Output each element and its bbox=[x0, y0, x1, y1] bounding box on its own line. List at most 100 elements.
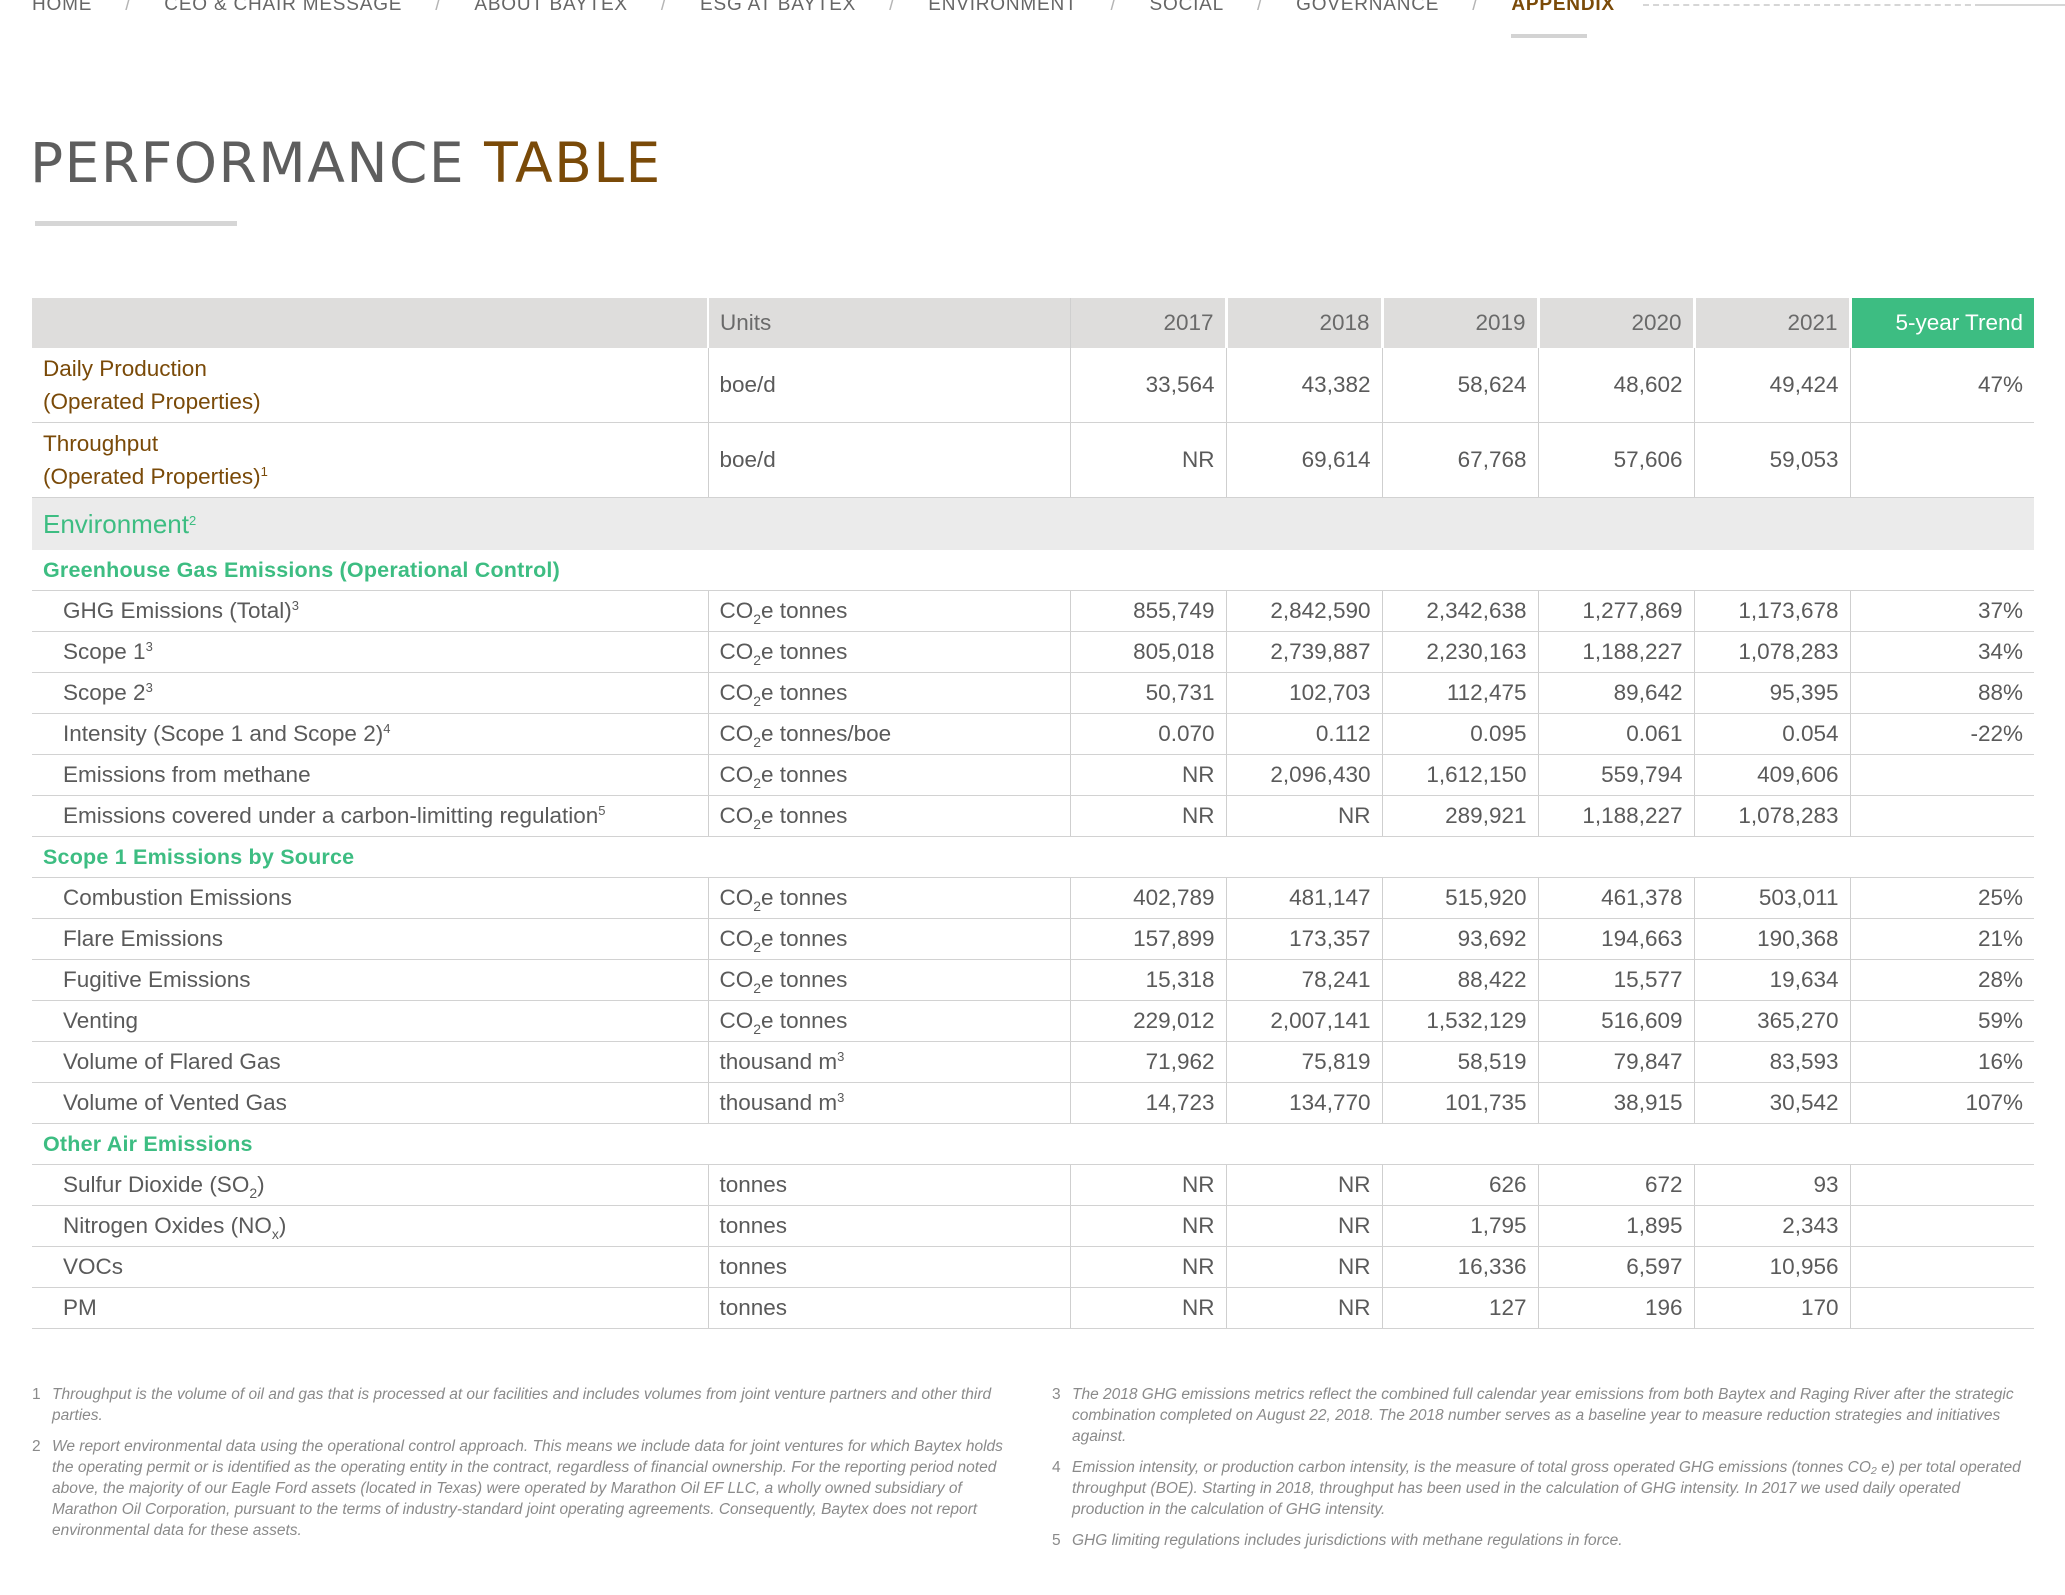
row-label: Flare Emissions bbox=[32, 918, 709, 960]
value-2020: 194,663 bbox=[1538, 918, 1695, 960]
value-2021: 93 bbox=[1694, 1164, 1851, 1206]
footnote-number: 5 bbox=[1052, 1532, 1061, 1549]
value-2021: 59,053 bbox=[1694, 422, 1851, 498]
row-unit: tonnes bbox=[708, 1287, 1071, 1329]
value-2017: 402,789 bbox=[1070, 877, 1227, 919]
table-row: Emissions covered under a carbon-limitti… bbox=[32, 795, 2034, 837]
value-2018: 0.112 bbox=[1226, 713, 1383, 755]
nav-environment[interactable]: ENVIRONMENT bbox=[928, 0, 1078, 15]
value-2018: 134,770 bbox=[1226, 1082, 1383, 1124]
value-trend bbox=[1850, 422, 2034, 498]
section-environment-label: Environment2 bbox=[32, 497, 2034, 550]
header-year-2018: 2018 bbox=[1226, 298, 1384, 348]
row-unit: CO2e tonnes bbox=[708, 795, 1071, 837]
row-unit: CO2e tonnes bbox=[708, 959, 1071, 1001]
subsection-ghg-label: Greenhouse Gas Emissions (Operational Co… bbox=[32, 550, 2034, 591]
table-body: Daily Production (Operated Properties) bo… bbox=[32, 348, 2034, 1329]
value-trend: 47% bbox=[1850, 348, 2034, 423]
nav-separator: / bbox=[1257, 0, 1264, 15]
footnote-ref: 5 bbox=[598, 803, 606, 818]
value-2019: 1,532,129 bbox=[1382, 1000, 1539, 1042]
nav-appendix-active[interactable]: APPENDIX bbox=[1511, 0, 1615, 38]
value-2019: 289,921 bbox=[1382, 795, 1539, 837]
header-year-2020: 2020 bbox=[1538, 298, 1696, 348]
title-underline bbox=[35, 221, 237, 226]
row-unit: CO2e tonnes bbox=[708, 877, 1071, 919]
row-label: GHG Emissions (Total)3 bbox=[32, 590, 709, 632]
table-row: Volume of Vented Gas thousand m3 14,723 134… bbox=[32, 1082, 2034, 1124]
value-2018: 481,147 bbox=[1226, 877, 1383, 919]
row-unit: CO2e tonnes bbox=[708, 754, 1071, 796]
row-label: Nitrogen Oxides (NOx) bbox=[32, 1205, 709, 1247]
value-2019: 2,230,163 bbox=[1382, 631, 1539, 673]
value-2017: NR bbox=[1070, 1246, 1227, 1288]
nav-about-baytex[interactable]: ABOUT BAYTEX bbox=[474, 0, 628, 15]
nav-esg-at-baytex[interactable]: ESG AT BAYTEX bbox=[700, 0, 857, 15]
footnote-ref: 3 bbox=[145, 639, 153, 654]
nav-governance[interactable]: GOVERNANCE bbox=[1296, 0, 1440, 15]
nav-progress-solid bbox=[1980, 4, 2065, 6]
header-year-2017: 2017 bbox=[1070, 298, 1228, 348]
row-unit: tonnes bbox=[708, 1164, 1071, 1206]
value-2017: NR bbox=[1070, 422, 1227, 498]
value-2018: NR bbox=[1226, 1287, 1383, 1329]
value-2017: 71,962 bbox=[1070, 1041, 1227, 1083]
footnote-ref: 2 bbox=[188, 512, 197, 528]
value-2020: 1,188,227 bbox=[1538, 795, 1695, 837]
value-2021: 409,606 bbox=[1694, 754, 1851, 796]
value-2021: 30,542 bbox=[1694, 1082, 1851, 1124]
value-2020: 461,378 bbox=[1538, 877, 1695, 919]
value-2019: 67,768 bbox=[1382, 422, 1539, 498]
footnote-number: 2 bbox=[32, 1438, 41, 1455]
table-row: Emissions from methane CO2e tonnes NR 2,096… bbox=[32, 754, 2034, 796]
row-label: Intensity (Scope 1 and Scope 2)4 bbox=[32, 713, 709, 755]
value-2019: 88,422 bbox=[1382, 959, 1539, 1001]
nav-home[interactable]: HOME bbox=[32, 0, 93, 15]
value-2020: 196 bbox=[1538, 1287, 1695, 1329]
value-2021: 1,173,678 bbox=[1694, 590, 1851, 632]
value-2020: 672 bbox=[1538, 1164, 1695, 1206]
table-row: PM tonnes NR NR 127 196 170 bbox=[32, 1287, 2034, 1329]
value-2020: 15,577 bbox=[1538, 959, 1695, 1001]
row-label: Throughput (Operated Properties)1 bbox=[32, 422, 709, 498]
footnote-text: The 2018 GHG emissions metrics reflect t… bbox=[1072, 1386, 2014, 1445]
table-row: Flare Emissions CO2e tonnes 157,899 173,357… bbox=[32, 918, 2034, 960]
row-label: Venting bbox=[32, 1000, 709, 1042]
subsection-other-air-label: Other Air Emissions bbox=[32, 1123, 2034, 1165]
row-unit: tonnes bbox=[708, 1246, 1071, 1288]
row-unit: boe/d bbox=[708, 348, 1071, 423]
nav-social[interactable]: SOCIAL bbox=[1149, 0, 1225, 15]
header-year-2021: 2021 bbox=[1694, 298, 1852, 348]
row-unit: thousand m3 bbox=[708, 1082, 1071, 1124]
page-title: PERFORMANCE TABLE bbox=[30, 130, 662, 196]
footnote-ref: 3 bbox=[291, 598, 300, 613]
value-trend: -22% bbox=[1850, 713, 2034, 755]
value-2020: 1,895 bbox=[1538, 1205, 1695, 1247]
row-unit: CO2e tonnes bbox=[708, 672, 1071, 714]
row-unit: thousand m3 bbox=[708, 1041, 1071, 1083]
value-2017: 50,731 bbox=[1070, 672, 1227, 714]
row-label: Scope 23 bbox=[32, 672, 709, 714]
value-2017: 33,564 bbox=[1070, 348, 1227, 423]
row-label: Daily Production (Operated Properties) bbox=[32, 348, 709, 423]
table-row: Volume of Flared Gas thousand m3 71,962 75,… bbox=[32, 1041, 2034, 1083]
value-2019: 2,342,638 bbox=[1382, 590, 1539, 632]
value-2021: 49,424 bbox=[1694, 348, 1851, 423]
row-label: Scope 13 bbox=[32, 631, 709, 673]
value-2019: 101,735 bbox=[1382, 1082, 1539, 1124]
subsection-scope1: Scope 1 Emissions by Source bbox=[32, 836, 2034, 878]
nav-ceo-chair-message[interactable]: CEO & CHAIR MESSAGE bbox=[164, 0, 403, 15]
value-2018: NR bbox=[1226, 1164, 1383, 1206]
footnote-number: 1 bbox=[32, 1386, 41, 1403]
row-label: Combustion Emissions bbox=[32, 877, 709, 919]
value-2021: 190,368 bbox=[1694, 918, 1851, 960]
table-header-row: Units 2017 2018 2019 2020 2021 5-year Tr… bbox=[32, 298, 2034, 348]
table-row-throughput: Throughput (Operated Properties)1 boe/d N… bbox=[32, 422, 2034, 498]
value-2019: 127 bbox=[1382, 1287, 1539, 1329]
value-2019: 58,624 bbox=[1382, 348, 1539, 423]
value-trend: 25% bbox=[1850, 877, 2034, 919]
value-trend: 88% bbox=[1850, 672, 2034, 714]
value-2019: 626 bbox=[1382, 1164, 1539, 1206]
value-2017: NR bbox=[1070, 1287, 1227, 1329]
value-2017: NR bbox=[1070, 754, 1227, 796]
